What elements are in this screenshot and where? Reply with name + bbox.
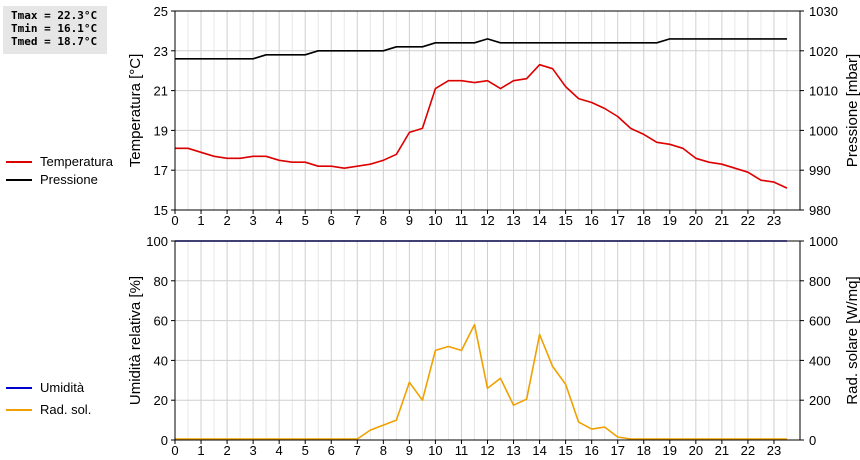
panel1-x-tick-label: 20 xyxy=(689,213,703,228)
panel1-y2-tick-label: 1000 xyxy=(809,123,838,138)
legend-label: Temperatura xyxy=(40,154,113,169)
panel1-x-tick-label: 16 xyxy=(584,213,598,228)
panel2-x-tick-label: 3 xyxy=(250,443,257,458)
panel1-x-tick-label: 23 xyxy=(767,213,781,228)
panel1-x-tick-label: 8 xyxy=(380,213,387,228)
panel1-x-tick-label: 18 xyxy=(637,213,651,228)
panel1-x-tick-label: 1 xyxy=(197,213,204,228)
panel1-y2-tick-label: 980 xyxy=(809,203,831,218)
panel2-x-tick-label: 10 xyxy=(428,443,442,458)
panel2-x-tick-label: 9 xyxy=(406,443,413,458)
panel2-x-tick-label: 19 xyxy=(663,443,677,458)
panel2-y-tick-label: 80 xyxy=(154,274,168,289)
panel1-x-tick-label: 9 xyxy=(406,213,413,228)
panel2-y2-tick-label: 600 xyxy=(809,314,831,329)
panel1-x-tick-label: 14 xyxy=(532,213,546,228)
panel2-x-tick-label: 13 xyxy=(506,443,520,458)
panel2-y-tick-label: 40 xyxy=(154,353,168,368)
panel2-x-tick-label: 6 xyxy=(328,443,335,458)
panel1-x-tick-label: 17 xyxy=(610,213,624,228)
panel2-y-tick-label: 20 xyxy=(154,393,168,408)
panel2-x-tick-label: 8 xyxy=(380,443,387,458)
panel1-x-tick-label: 0 xyxy=(171,213,178,228)
panel1-y-tick-label: 21 xyxy=(154,84,168,99)
legend-swatch xyxy=(6,386,32,389)
panel2-x-tick-label: 18 xyxy=(637,443,651,458)
legend-umidita: Umidità xyxy=(6,380,84,396)
legend-temperatura: Temperatura xyxy=(6,154,113,170)
panel2-series-rad-sol xyxy=(175,323,787,440)
panel1-x-tick-label: 22 xyxy=(741,213,755,228)
panel1-y2label: Pressione [mbar] xyxy=(844,54,860,167)
panel1-x-tick-label: 10 xyxy=(428,213,442,228)
panel1-x-tick-label: 12 xyxy=(480,213,494,228)
panel2-y2-tick-label: 0 xyxy=(809,433,816,448)
panel1-x-tick-label: 11 xyxy=(455,213,469,228)
legend-swatch xyxy=(6,408,32,411)
panel1-y-tick-label: 23 xyxy=(154,44,168,59)
panel2-x-tick-label: 11 xyxy=(455,443,469,458)
panel2-x-tick-label: 20 xyxy=(689,443,703,458)
panel1-x-tick-label: 4 xyxy=(276,213,283,228)
panel1-y2-tick-label: 1020 xyxy=(809,44,838,59)
legend-label: Rad. sol. xyxy=(40,402,92,417)
panel2-x-tick-label: 15 xyxy=(558,443,572,458)
panel1-x-tick-label: 5 xyxy=(302,213,309,228)
panel2-y2-tick-label: 1000 xyxy=(809,234,838,249)
panel1-x-tick-label: 21 xyxy=(715,213,729,228)
panel1-y-tick-label: 19 xyxy=(154,123,168,138)
legend-swatch xyxy=(6,160,32,163)
panel1-x-tick-label: 7 xyxy=(354,213,361,228)
panel1-y2-tick-label: 1030 xyxy=(809,4,838,19)
panel2-y2-tick-label: 400 xyxy=(809,353,831,368)
legend-pressione: Pressione xyxy=(6,172,98,188)
panel2-x-tick-label: 14 xyxy=(532,443,546,458)
panel1-x-tick-label: 15 xyxy=(558,213,572,228)
panel2-x-tick-label: 0 xyxy=(171,443,178,458)
panel2-y-tick-label: 0 xyxy=(161,433,168,448)
legend-swatch xyxy=(6,178,32,181)
panel2-x-tick-label: 5 xyxy=(302,443,309,458)
panel1-y2-tick-label: 1010 xyxy=(809,84,838,99)
panel2-x-tick-label: 12 xyxy=(480,443,494,458)
legend-label: Umidità xyxy=(40,380,85,395)
panel1-x-tick-label: 13 xyxy=(506,213,520,228)
panel1-y-tick-label: 15 xyxy=(154,203,168,218)
panel2-x-tick-label: 17 xyxy=(610,443,624,458)
panel2-y2-tick-label: 800 xyxy=(809,274,831,289)
panel1-ylabel: Temperatura [°C] xyxy=(127,54,144,168)
panel1-y-tick-label: 17 xyxy=(154,163,168,178)
panel2-y2label: Rad. solare [W/mq] xyxy=(844,276,860,404)
panel2-x-tick-label: 22 xyxy=(741,443,755,458)
tmin-label: Tmin = 16.1°C xyxy=(11,22,98,35)
panel2-x-tick-label: 2 xyxy=(223,443,230,458)
panel2-x-tick-label: 4 xyxy=(276,443,283,458)
legend-rad-sol: Rad. sol. xyxy=(6,402,91,418)
panel2-y2-tick-label: 200 xyxy=(809,393,831,408)
panel2-x-tick-label: 7 xyxy=(354,443,361,458)
panel2-y-tick-label: 100 xyxy=(146,234,168,249)
panel1-series-pressione xyxy=(175,38,787,60)
tmed-label: Tmed = 18.7°C xyxy=(11,35,98,48)
panel1-y-tick-label: 25 xyxy=(154,4,168,19)
panel2-x-tick-label: 16 xyxy=(584,443,598,458)
panel1-series-temperatura xyxy=(175,63,788,189)
tmax-label: Tmax = 22.3°C xyxy=(11,9,98,22)
panel2-ylabel: Umidità relativa [%] xyxy=(127,276,144,405)
panel1-x-tick-label: 19 xyxy=(663,213,677,228)
legend-label: Pressione xyxy=(40,172,98,187)
panel2-x-tick-label: 1 xyxy=(197,443,204,458)
panel1-x-tick-label: 2 xyxy=(223,213,230,228)
stats-box: Tmax = 22.3°C Tmin = 16.1°C Tmed = 18.7°… xyxy=(3,6,107,54)
panel1-x-tick-label: 6 xyxy=(328,213,335,228)
panel2-x-tick-label: 21 xyxy=(715,443,729,458)
panel1-y2-tick-label: 990 xyxy=(809,163,831,178)
panel2-y-tick-label: 60 xyxy=(154,314,168,329)
panel1-x-tick-label: 3 xyxy=(250,213,257,228)
panel2-x-tick-label: 23 xyxy=(767,443,781,458)
